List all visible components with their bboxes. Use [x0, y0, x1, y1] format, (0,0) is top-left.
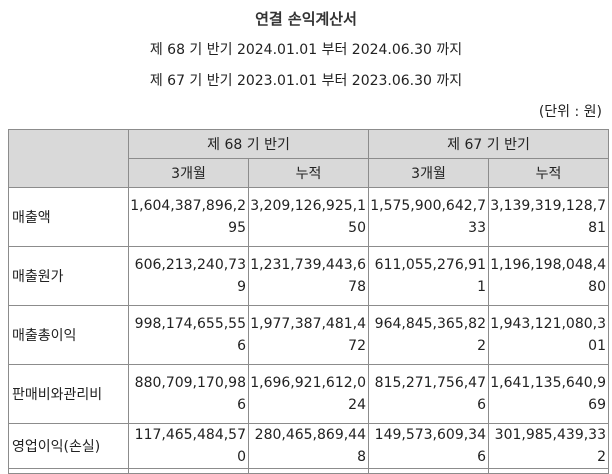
value-cell: 149,573,609,346: [368, 423, 489, 469]
value-cell: 280,465,869,448: [248, 423, 369, 469]
value-cell: 3,209,126,925,150: [248, 187, 369, 247]
value-cell: 1,943,121,080,301: [488, 305, 609, 365]
sub-header-current-3m: 3개월: [128, 158, 249, 188]
table-sub-header-row: 3개월 누적 3개월 누적: [9, 158, 609, 188]
cut-off-cell: [128, 468, 249, 474]
row-label: 매출원가: [8, 246, 129, 306]
income-statement-table: 제 68 기 반기 제 67 기 반기 3개월 누적 3개월 누적 매출액 1,…: [8, 129, 609, 474]
value-cell: 1,696,921,612,024: [248, 364, 369, 424]
table-row: 매출원가 606,213,240,739 1,231,739,443,678 6…: [8, 246, 609, 306]
value-cell: 611,055,276,911: [368, 246, 489, 306]
row-label: 판매비와관리비: [8, 364, 129, 424]
empty-corner-cell: [8, 129, 129, 188]
value-cell: 301,985,439,332: [488, 423, 609, 469]
value-cell: 998,174,655,556: [128, 305, 249, 365]
unit-note: (단위 : 원): [538, 104, 602, 120]
table-row: 매출총이익 998,174,655,556 1,977,387,481,472 …: [8, 305, 609, 365]
cut-off-cell: [368, 468, 489, 474]
value-cell: 1,977,387,481,472: [248, 305, 369, 365]
value-cell: 1,231,739,443,678: [248, 246, 369, 306]
value-cell: 815,271,756,476: [368, 364, 489, 424]
current-period-line: 제 68 기 반기 2024.01.01 부터 2024.06.30 까지: [149, 42, 463, 58]
cut-off-cell: [8, 468, 129, 474]
table-row-partial: [8, 468, 609, 474]
group-header-current: 제 68 기 반기: [128, 129, 369, 159]
table-group-header-row: 제 68 기 반기 제 67 기 반기: [8, 129, 609, 188]
value-cell: 3,139,319,128,781: [488, 187, 609, 247]
cut-off-cell: [488, 468, 609, 474]
table-row: 매출액 1,604,387,896,295 3,209,126,925,150 …: [8, 187, 609, 247]
group-header-prior: 제 67 기 반기: [368, 129, 609, 159]
value-cell: 117,465,484,570: [128, 423, 249, 469]
sub-header-current-cumulative: 누적: [248, 158, 369, 188]
row-label: 매출총이익: [8, 305, 129, 365]
value-cell: 1,641,135,640,969: [488, 364, 609, 424]
table-row: 판매비와관리비 880,709,170,986 1,696,921,612,02…: [8, 364, 609, 424]
cut-off-cell: [248, 468, 369, 474]
sub-header-prior-3m: 3개월: [368, 158, 489, 188]
value-cell: 880,709,170,986: [128, 364, 249, 424]
prior-period-line: 제 67 기 반기 2023.01.01 부터 2023.06.30 까지: [149, 73, 463, 89]
value-cell: 606,213,240,739: [128, 246, 249, 306]
row-label: 매출액: [8, 187, 129, 247]
row-label: 영업이익(손실): [8, 423, 129, 469]
statement-title: 연결 손익계산서: [255, 10, 357, 28]
table-row: 영업이익(손실) 117,465,484,570 280,465,869,448…: [8, 423, 609, 469]
value-cell: 1,196,198,048,480: [488, 246, 609, 306]
sub-header-prior-cumulative: 누적: [488, 158, 609, 188]
value-cell: 1,604,387,896,295: [128, 187, 249, 247]
value-cell: 964,845,365,822: [368, 305, 489, 365]
value-cell: 1,575,900,642,733: [368, 187, 489, 247]
